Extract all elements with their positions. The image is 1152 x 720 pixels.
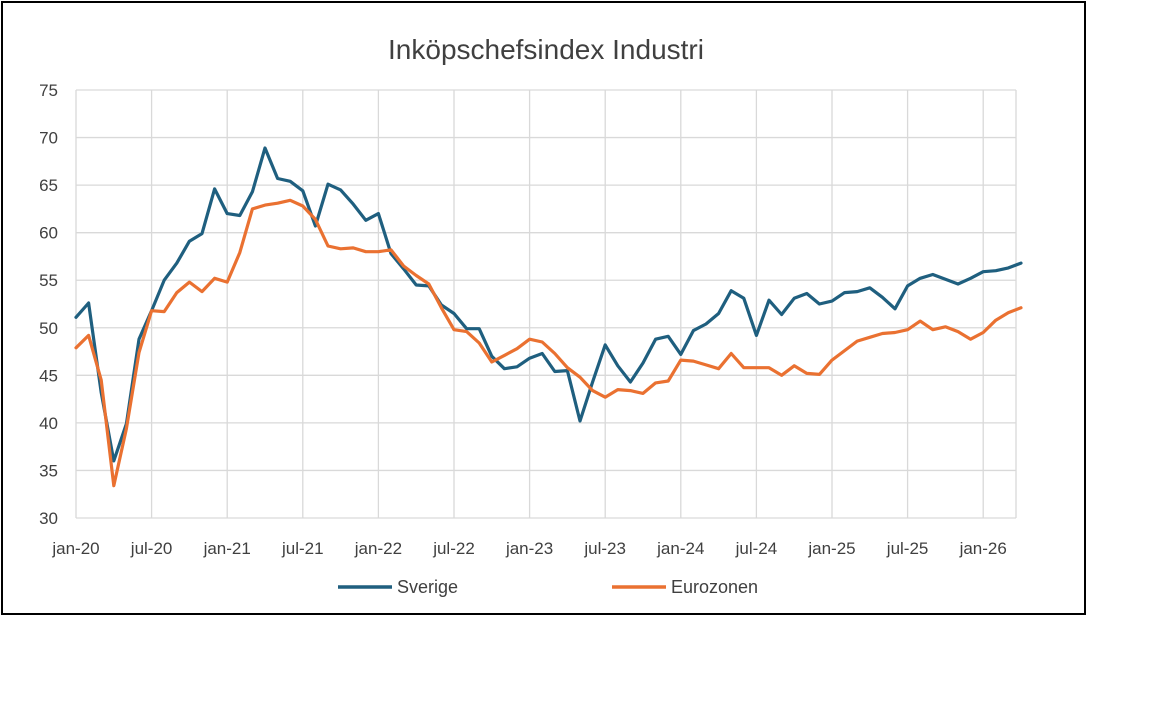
- y-tick-label: 50: [39, 319, 58, 338]
- x-tick-label: jul-23: [583, 539, 626, 558]
- x-tick-label: jan-22: [354, 539, 402, 558]
- x-axis-tick-labels: jan-20 jul-20 jan-21 jul-21 jan-22 jul-22 jan-…: [51, 539, 1006, 558]
- y-tick-label: 75: [39, 81, 58, 100]
- x-tick-label: jul-22: [432, 539, 475, 558]
- y-tick-label: 40: [39, 414, 58, 433]
- x-tick-label: jan-26: [959, 539, 1007, 558]
- x-tick-label: jan-23: [505, 539, 553, 558]
- x-tick-label: jul-20: [130, 539, 173, 558]
- y-axis-tick-labels: 30 35 40 45 50 55 60 65 70 75: [39, 81, 58, 528]
- x-tick-label: jan-21: [203, 539, 251, 558]
- series-lines: [74, 146, 1023, 488]
- y-tick-label: 70: [39, 129, 58, 148]
- chart-title: Inköpschefsindex Industri: [388, 34, 704, 65]
- chart-svg: Inköpschefsindex Industri 30 35 40 45 50 55 60…: [39, 34, 1023, 597]
- x-tick-label: jul-21: [281, 539, 324, 558]
- y-tick-label: 30: [39, 509, 58, 528]
- series-line-eurozonen: [74, 198, 1023, 488]
- chart-frame: Inköpschefsindex Industri 30 35 40 45 50 55 60…: [1, 1, 1086, 615]
- gridlines: [75, 89, 1017, 519]
- y-tick-label: 35: [39, 461, 58, 480]
- x-tick-label: jul-24: [735, 539, 778, 558]
- y-tick-label: 65: [39, 176, 58, 195]
- y-tick-label: 55: [39, 271, 58, 290]
- y-tick-label: 45: [39, 366, 58, 385]
- x-tick-label: jul-25: [886, 539, 929, 558]
- legend-label-eurozonen: Eurozonen: [671, 577, 758, 597]
- x-tick-label: jan-20: [51, 539, 99, 558]
- legend: Sverige Eurozonen: [338, 577, 758, 597]
- series-line-sverige: [74, 146, 1023, 463]
- x-tick-label: jan-24: [656, 539, 704, 558]
- legend-label-sverige: Sverige: [397, 577, 458, 597]
- y-tick-label: 60: [39, 224, 58, 243]
- x-tick-label: jan-25: [807, 539, 855, 558]
